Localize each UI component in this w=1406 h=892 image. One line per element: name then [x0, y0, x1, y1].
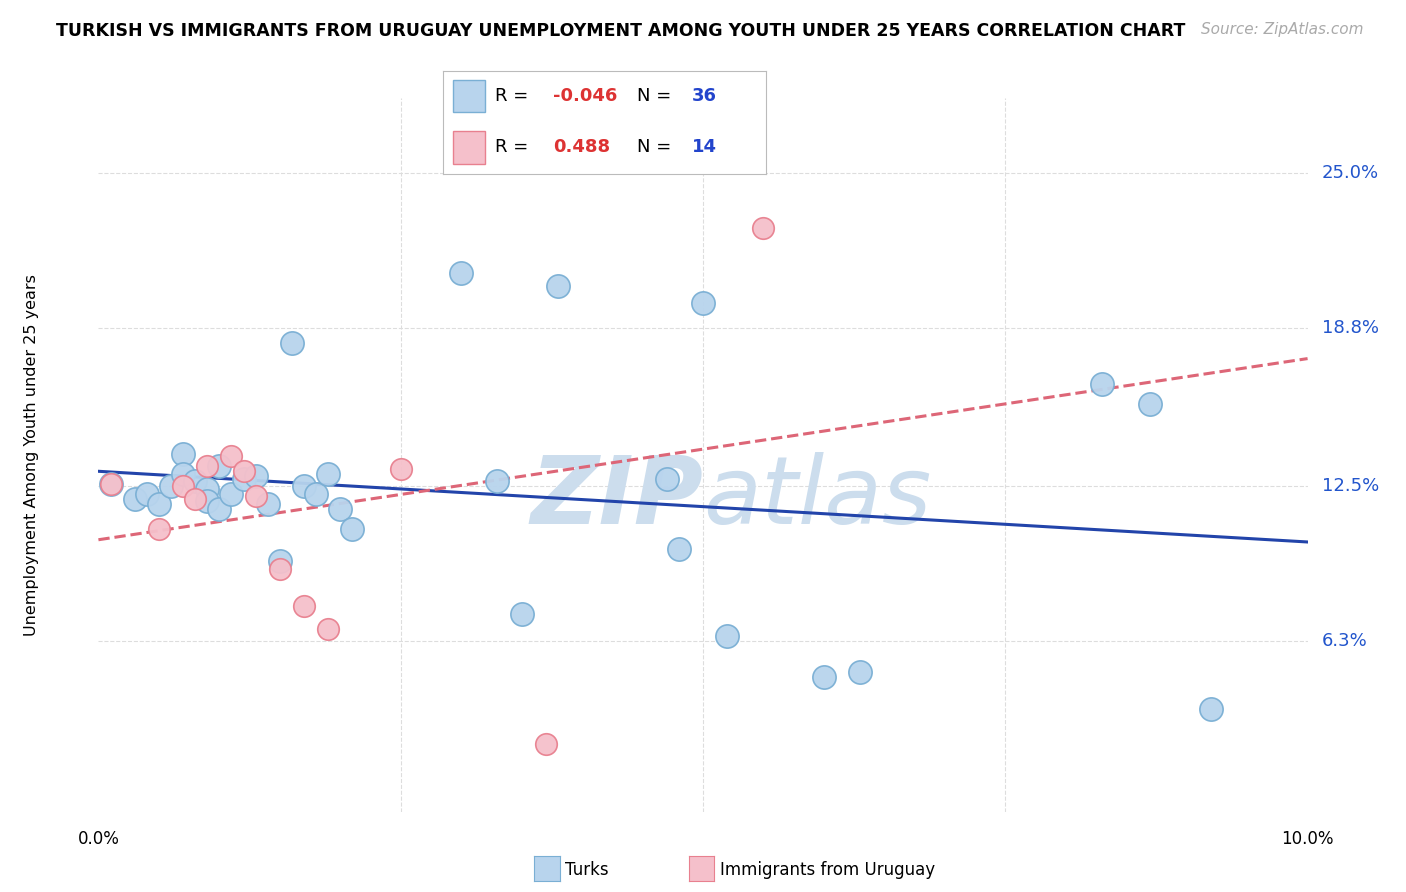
Text: 0.0%: 0.0%: [77, 830, 120, 847]
Text: 25.0%: 25.0%: [1322, 164, 1379, 182]
Text: Unemployment Among Youth under 25 years: Unemployment Among Youth under 25 years: [24, 274, 39, 636]
Point: [316, 622, 339, 636]
Text: 18.8%: 18.8%: [1322, 319, 1379, 337]
Point: [195, 494, 218, 508]
Point: [305, 487, 328, 501]
Point: [450, 266, 472, 280]
Point: [752, 221, 775, 235]
Point: [329, 501, 352, 516]
Point: [316, 467, 339, 481]
Point: [148, 497, 170, 511]
Text: 0.488: 0.488: [553, 138, 610, 156]
Point: [232, 464, 254, 478]
Text: R =: R =: [495, 138, 527, 156]
Text: N =: N =: [637, 87, 671, 105]
Point: [232, 472, 254, 486]
Point: [208, 501, 231, 516]
Point: [692, 296, 714, 310]
Point: [245, 489, 267, 503]
Text: 6.3%: 6.3%: [1322, 632, 1368, 650]
Point: [813, 669, 835, 683]
Point: [148, 522, 170, 536]
Point: [172, 467, 194, 481]
Point: [269, 554, 291, 568]
FancyBboxPatch shape: [453, 79, 485, 112]
Point: [655, 472, 678, 486]
Text: TURKISH VS IMMIGRANTS FROM URUGUAY UNEMPLOYMENT AMONG YOUTH UNDER 25 YEARS CORRE: TURKISH VS IMMIGRANTS FROM URUGUAY UNEMP…: [56, 22, 1185, 40]
Point: [1091, 376, 1114, 391]
Point: [100, 476, 122, 491]
Point: [184, 491, 207, 506]
Point: [172, 447, 194, 461]
Point: [160, 479, 183, 493]
Point: [292, 479, 315, 493]
Text: Source: ZipAtlas.com: Source: ZipAtlas.com: [1201, 22, 1364, 37]
FancyBboxPatch shape: [453, 131, 485, 163]
Text: ZIP: ZIP: [530, 451, 703, 544]
Point: [124, 491, 146, 506]
Point: [534, 737, 557, 751]
Point: [342, 522, 364, 536]
Text: atlas: atlas: [703, 452, 931, 543]
Point: [292, 599, 315, 614]
Text: 10.0%: 10.0%: [1281, 830, 1334, 847]
Point: [208, 459, 231, 474]
Point: [281, 336, 304, 351]
Point: [510, 607, 533, 621]
Point: [486, 474, 509, 488]
Text: 12.5%: 12.5%: [1322, 477, 1379, 495]
Point: [245, 469, 267, 483]
Point: [184, 474, 207, 488]
Text: 14: 14: [692, 138, 717, 156]
Point: [269, 562, 291, 576]
Point: [547, 279, 569, 293]
Point: [100, 476, 122, 491]
Point: [172, 479, 194, 493]
Point: [135, 487, 157, 501]
Point: [389, 461, 412, 475]
Point: [1199, 702, 1222, 716]
Text: -0.046: -0.046: [553, 87, 617, 105]
Point: [221, 487, 243, 501]
Point: [195, 482, 218, 496]
Text: R =: R =: [495, 87, 527, 105]
Point: [1139, 396, 1161, 410]
Point: [716, 630, 738, 644]
Point: [849, 665, 872, 679]
Text: N =: N =: [637, 138, 671, 156]
Point: [221, 449, 243, 463]
Text: Turks: Turks: [565, 861, 609, 879]
Point: [195, 459, 218, 474]
Text: 36: 36: [692, 87, 717, 105]
Point: [256, 497, 278, 511]
Text: Immigrants from Uruguay: Immigrants from Uruguay: [720, 861, 935, 879]
Point: [668, 541, 690, 556]
